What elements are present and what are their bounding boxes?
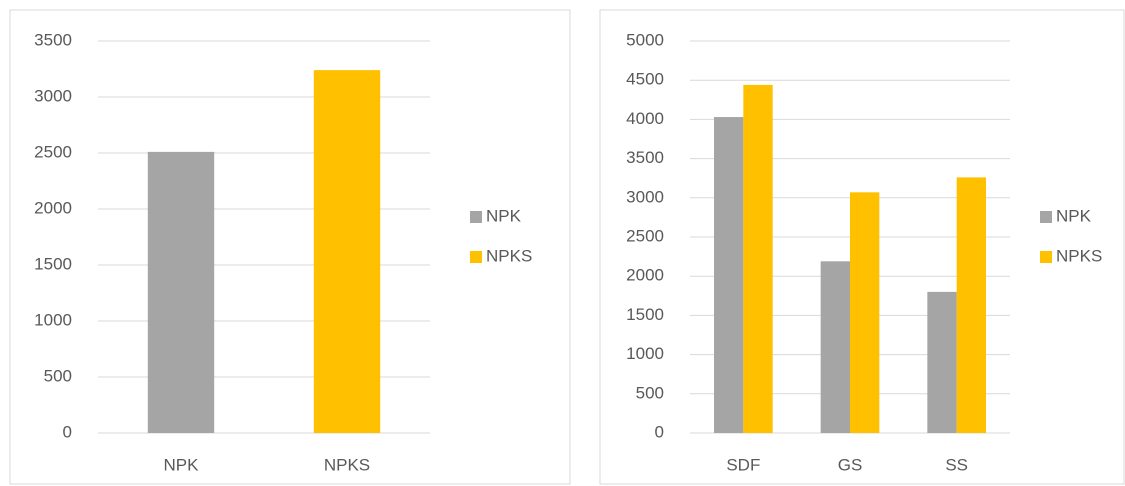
y-tick-label: 2500 (626, 226, 664, 245)
panel-border (9, 9, 571, 485)
legend-swatch (1040, 251, 1052, 263)
y-tick-label: 4000 (626, 109, 664, 128)
legend-label: NPKS (486, 246, 532, 265)
bar (743, 84, 773, 434)
y-tick-label: 2000 (626, 266, 664, 285)
bar (820, 261, 850, 433)
legend-label: NPK (486, 206, 522, 225)
x-tick-label: NPK (164, 455, 200, 474)
y-tick-label: 3000 (34, 86, 72, 105)
panel-border (599, 9, 1125, 485)
y-tick-label: 1500 (626, 305, 664, 324)
x-tick-label: GS (838, 455, 863, 474)
y-tick-label: 3000 (626, 187, 664, 206)
bar (927, 291, 957, 433)
y-tick-label: 500 (636, 383, 664, 402)
bar (956, 177, 986, 433)
y-tick-label: 4500 (626, 70, 664, 89)
legend-label: NPK (1056, 206, 1092, 225)
y-tick-label: 5000 (626, 30, 664, 49)
bar (850, 192, 880, 433)
y-tick-label: 1000 (34, 310, 72, 329)
x-tick-label: SS (945, 455, 968, 474)
legend-swatch (470, 211, 482, 223)
legend-swatch (470, 251, 482, 263)
legend-swatch (1040, 211, 1052, 223)
y-tick-label: 2500 (34, 142, 72, 161)
y-tick-label: 3500 (34, 30, 72, 49)
bar (714, 117, 744, 433)
y-tick-label: 3500 (626, 148, 664, 167)
x-tick-label: NPKS (324, 455, 370, 474)
y-tick-label: 2000 (34, 198, 72, 217)
x-tick-label: SDF (726, 455, 760, 474)
y-tick-label: 0 (63, 422, 72, 441)
y-tick-label: 1500 (34, 254, 72, 273)
y-tick-label: 0 (655, 422, 664, 441)
y-tick-label: 1000 (626, 344, 664, 363)
bar (147, 151, 215, 433)
y-tick-label: 500 (44, 366, 72, 385)
legend-label: NPKS (1056, 246, 1102, 265)
bar (313, 70, 381, 434)
